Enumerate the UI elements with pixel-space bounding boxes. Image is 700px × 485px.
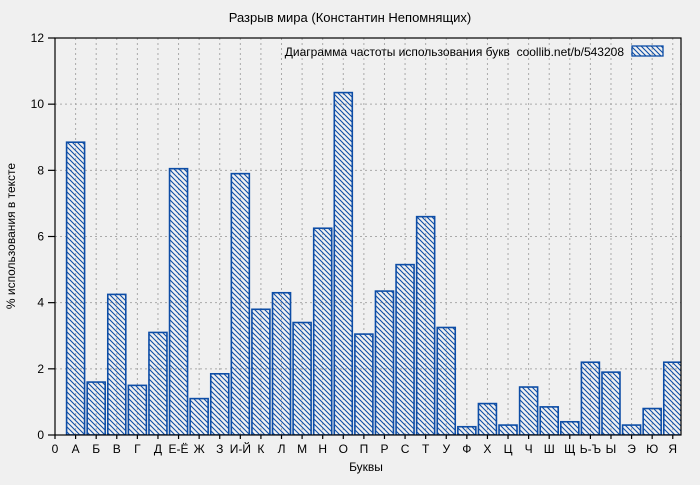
x-tick-label-Э: Э (627, 442, 636, 456)
bar-Т (415, 215, 436, 435)
x-tick-label-М: М (297, 442, 307, 456)
bar-Я (662, 361, 681, 435)
bar-Щ (560, 420, 580, 435)
bar-Н (312, 227, 333, 435)
x-tick-label-Х: Х (483, 442, 491, 456)
x-tick-label-Я: Я (668, 442, 677, 456)
x-tick-label-У: У (442, 442, 450, 456)
bar-Ы (601, 371, 621, 435)
x-tick-label-Е-Ё: Е-Ё (169, 442, 189, 456)
x-tick-label-А: А (72, 442, 80, 456)
x-tick-label-Н: Н (318, 442, 327, 456)
x-axis-title: Буквы (349, 460, 383, 474)
x-tick-label-Ы: Ы (606, 442, 617, 456)
bar-Л (271, 291, 292, 435)
bar-Д (148, 331, 168, 435)
bar-В (106, 293, 127, 435)
bar-Ч (518, 386, 539, 435)
x-tick-label-В: В (113, 442, 121, 456)
bar-Е-Ё (168, 167, 189, 435)
bar-М (292, 321, 312, 435)
legend-swatch-hatch (631, 45, 664, 57)
bars-group (65, 91, 681, 435)
x-tick-label-Ж: Ж (194, 442, 205, 456)
x-tick-label-З: З (216, 442, 223, 456)
legend-label: Диаграмма частоты использования букв coo… (285, 45, 625, 59)
x-tick-label-Б: Б (92, 442, 100, 456)
y-tick-label-6: 6 (37, 230, 44, 244)
x-tick-label-Ш: Ш (544, 442, 555, 456)
bar-Ш (539, 406, 560, 435)
x-tick-label-Ю: Ю (646, 442, 658, 456)
x-tick-label-И-Й: И-Й (230, 441, 251, 456)
bar-А (65, 141, 86, 435)
bar-К (251, 308, 271, 435)
y-axis-title: % использования в тексте (4, 163, 18, 309)
x-tick-label-Л: Л (278, 442, 286, 456)
bar-З (209, 372, 230, 435)
bar-Ь-Ъ (580, 361, 601, 435)
x-tick-label-Р: Р (380, 442, 388, 456)
x-tick-label-origin: 0 (52, 442, 59, 456)
x-tick-label-С: С (401, 442, 410, 456)
x-tick-label-К: К (257, 442, 264, 456)
bar-С (395, 263, 415, 435)
x-tick-label-Ь-Ъ: Ь-Ъ (580, 442, 601, 456)
bar-Г (127, 384, 148, 435)
x-tick-label-Г: Г (134, 442, 141, 456)
y-tick-label-0: 0 (37, 428, 44, 442)
bar-Х (477, 402, 498, 435)
x-tick-label-Д: Д (154, 442, 162, 456)
x-tick-label-Ч: Ч (525, 442, 533, 456)
x-tick-label-О: О (339, 442, 348, 456)
bar-Ж (189, 397, 209, 435)
bar-И-Й (230, 172, 251, 435)
axis-ticks (48, 37, 674, 439)
bar-П (354, 333, 374, 435)
x-tick-label-Щ: Щ (564, 442, 575, 456)
bar-Р (374, 290, 395, 435)
x-tick-label-Ц: Ц (504, 442, 513, 456)
y-tick-label-10: 10 (31, 97, 45, 111)
y-tick-label-8: 8 (37, 163, 44, 177)
bar-Ц (498, 424, 518, 435)
y-tick-label-2: 2 (37, 362, 44, 376)
x-tick-label-Т: Т (422, 442, 430, 456)
chart-title: Разрыв мира (Константин Непомнящих) (229, 10, 472, 25)
legend: Диаграмма частоты использования букв coo… (285, 45, 664, 59)
y-tick-label-4: 4 (37, 296, 44, 310)
bar-Э (621, 424, 642, 435)
x-tick-label-П: П (360, 442, 369, 456)
y-tick-label-12: 12 (31, 31, 45, 45)
bar-Ф (457, 425, 477, 435)
bar-Б (86, 381, 106, 435)
bar-О (333, 91, 354, 435)
x-tick-label-Ф: Ф (462, 442, 471, 456)
bar-У (436, 326, 457, 435)
bar-Ю (642, 407, 662, 435)
